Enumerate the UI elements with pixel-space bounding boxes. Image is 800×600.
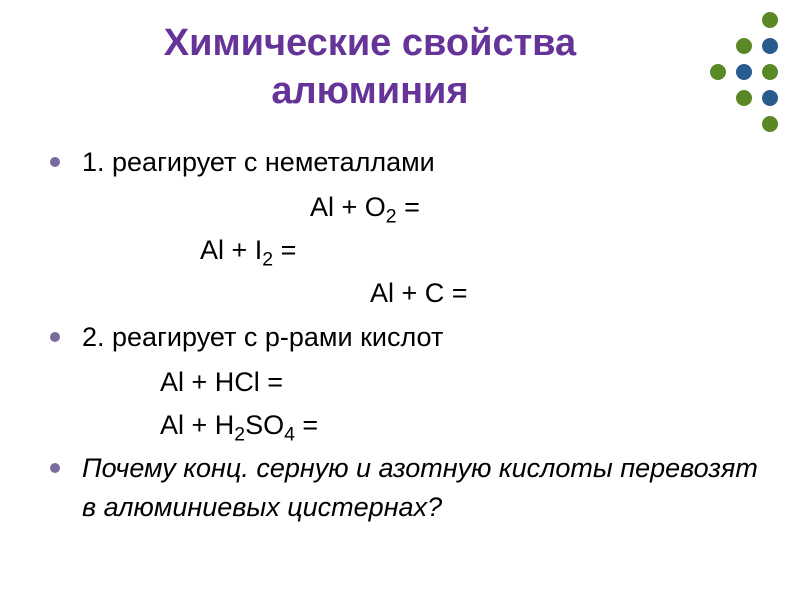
decoration-dot (736, 38, 752, 54)
bullet-text: 1. реагирует с неметаллами (82, 143, 435, 182)
title-line-1: Химические свойства (164, 22, 576, 64)
title-line-2: алюминия (271, 70, 468, 112)
decoration-dot (762, 90, 778, 106)
slide-title: Химические свойства алюминия (40, 20, 760, 115)
bullet-icon (50, 463, 60, 473)
decoration-dot (762, 12, 778, 28)
equation-line: Al + O2 = (50, 188, 760, 227)
equation-line: Al + HCl = (50, 363, 760, 402)
bullet-item: Почему конц. серную и азотную кислоты пе… (50, 449, 760, 527)
slide-body: 1. реагирует с неметаллами Al + O2 = Al + … (40, 143, 760, 527)
equation-line: Al + C = (50, 274, 760, 313)
decoration-dot (762, 64, 778, 80)
bullet-text: 2. реагирует с р-рами кислот (82, 318, 443, 357)
decoration-dot (736, 90, 752, 106)
bullet-item: 2. реагирует с р-рами кислот (50, 318, 760, 357)
decoration-dot (762, 38, 778, 54)
equation-line: Al + I2 = (50, 231, 760, 270)
corner-dot-decoration (710, 12, 782, 136)
decoration-dot (710, 64, 726, 80)
bullet-item: 1. реагирует с неметаллами (50, 143, 760, 182)
bullet-text: Почему конц. серную и азотную кислоты пе… (82, 449, 760, 527)
bullet-icon (50, 332, 60, 342)
bullet-icon (50, 157, 60, 167)
decoration-dot (736, 64, 752, 80)
decoration-dot (762, 116, 778, 132)
equation-line: Al + H2SO4 = (50, 406, 760, 445)
